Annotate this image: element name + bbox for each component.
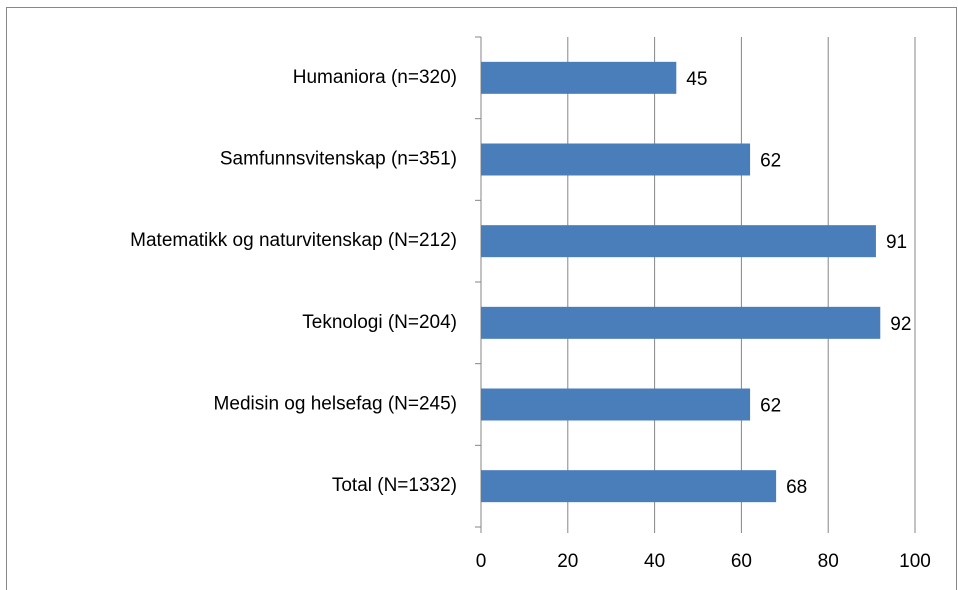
x-tick-label: 80 <box>818 551 839 572</box>
x-tick-label: 0 <box>476 551 487 572</box>
x-tick-label: 20 <box>557 551 578 572</box>
y-tick-label: Matematikk og naturvitenskap (N=212) <box>130 230 457 251</box>
value-label: 68 <box>786 477 807 498</box>
chart-frame <box>6 7 957 590</box>
x-tick-label: 60 <box>731 551 752 572</box>
y-tick-label: Total (N=1332) <box>332 475 457 496</box>
bar <box>481 61 677 94</box>
y-tick-label: Teknologi (N=204) <box>302 312 457 333</box>
y-tick-label: Medisin og helsefag (N=245) <box>214 394 457 415</box>
x-tick-label: 40 <box>644 551 665 572</box>
value-label: 45 <box>686 69 707 90</box>
x-tick-label: 100 <box>899 551 931 572</box>
value-label: 91 <box>886 232 907 253</box>
value-label: 92 <box>890 314 911 335</box>
bar <box>481 388 751 421</box>
bar <box>481 143 751 176</box>
bar <box>481 225 876 258</box>
bar <box>481 470 777 503</box>
bar <box>481 306 881 339</box>
y-tick-label: Humaniora (n=320) <box>293 67 457 88</box>
y-tick-label: Samfunnsvitenskap (n=351) <box>220 149 457 170</box>
value-label: 62 <box>760 151 781 172</box>
value-label: 62 <box>760 396 781 417</box>
